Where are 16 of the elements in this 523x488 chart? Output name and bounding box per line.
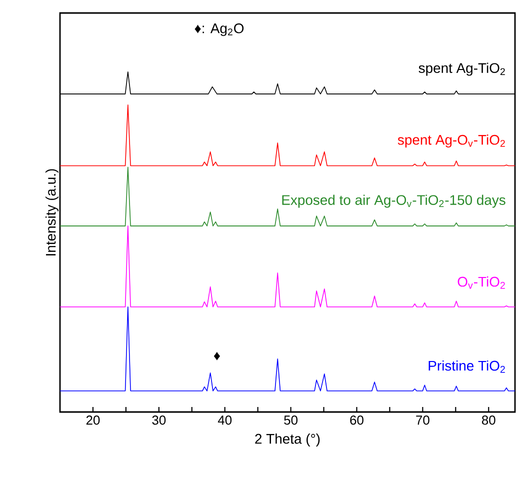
text: ♦: Ag$_{2}$O: [194, 23, 244, 36]
series-label: Exposed to air Ag-O$_{v}$-TiO$_{2}$-150 days: [282, 194, 506, 208]
x-tick-label: 40: [218, 416, 232, 425]
y-axis-title: Intensity (a.u.): [45, 169, 58, 256]
x-tick-label: 80: [482, 416, 496, 425]
annotation: ♦: [214, 352, 220, 360]
x-tick-label: 30: [152, 416, 166, 425]
x-tick-label: 60: [350, 416, 364, 425]
x-axis-title: 2 Theta (°): [255, 434, 320, 447]
x-tick-label: 50: [284, 416, 298, 425]
x-tick-label: 20: [86, 416, 100, 425]
series-label: O$_{v}$-TiO$_{2}$: [458, 276, 505, 289]
series-label: spent Ag-O$_{v}$-TiO$_{2}$: [398, 134, 505, 148]
x-tick-label: 70: [416, 416, 430, 425]
series-label: Pristine TiO$_{2}$: [428, 360, 505, 373]
series-label: spent Ag-TiO$_{2}$: [418, 62, 505, 76]
